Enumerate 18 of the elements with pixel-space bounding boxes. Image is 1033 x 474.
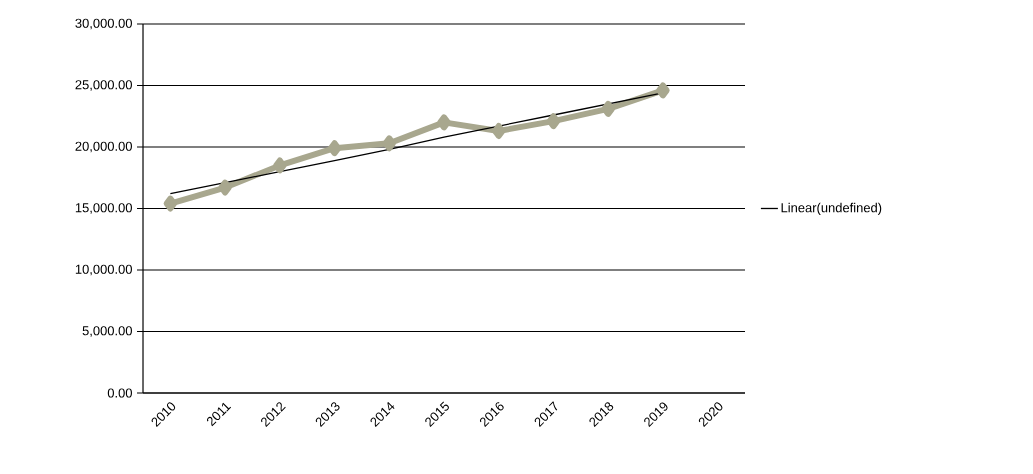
- point: [546, 113, 561, 130]
- y-tick-label: 10,000.00: [75, 264, 132, 276]
- point: [327, 140, 342, 157]
- y-tick-label: 25,000.00: [75, 80, 132, 91]
- point: [656, 82, 670, 99]
- point: [273, 157, 287, 174]
- point: [492, 123, 506, 139]
- y-tick-label: 15,000.00: [75, 203, 132, 214]
- y-tick-label: 0.00: [107, 388, 132, 398]
- y-tick-label: 5,000.00: [82, 326, 132, 337]
- point: [163, 195, 178, 212]
- point: [382, 135, 397, 152]
- point: [437, 114, 451, 131]
- y-tick-label: 20,000.00: [75, 141, 132, 153]
- point: [218, 179, 232, 196]
- y-tick-label: 30,000.00: [75, 18, 132, 30]
- legend-label: Linear(undefined): [781, 202, 882, 215]
- point: [601, 100, 615, 117]
